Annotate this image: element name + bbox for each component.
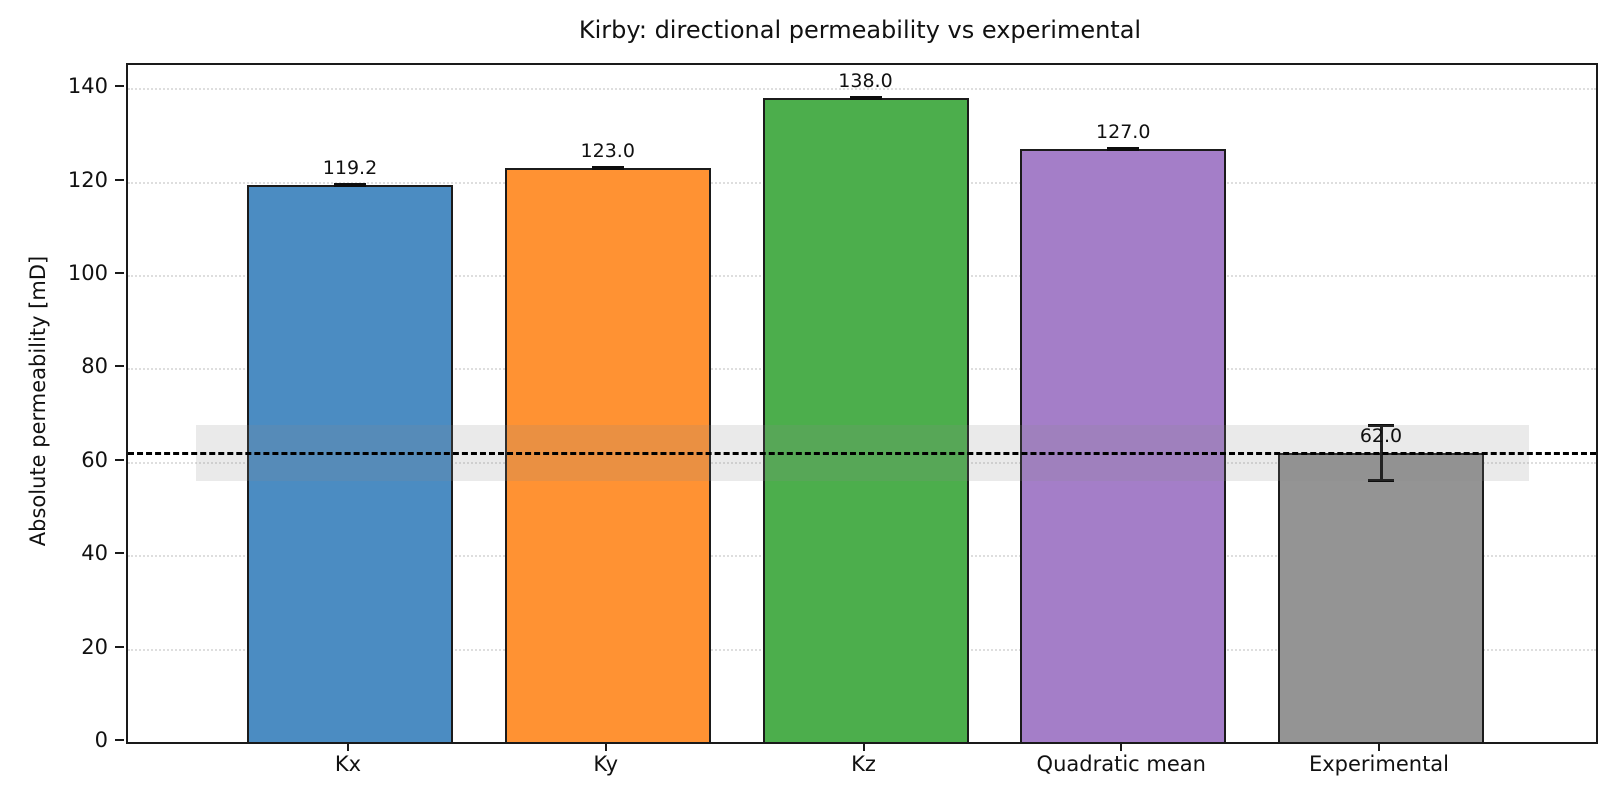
- gridline-140: [128, 88, 1596, 91]
- bar-Experimental: [1278, 452, 1484, 742]
- x-tick-label-Kx: Kx: [334, 752, 362, 776]
- y-tick-label: 0: [94, 728, 108, 752]
- bar-value-label: 138.0: [838, 69, 893, 92]
- error-bar-cap-bottom: [1368, 478, 1394, 482]
- y-tick-label: 20: [81, 634, 108, 659]
- x-tick-mark: [862, 742, 865, 751]
- y-tick-mark: [115, 645, 124, 648]
- y-tick-mark: [115, 272, 124, 275]
- error-bar-cap-zero: [334, 183, 366, 188]
- y-tick-label: 140: [67, 74, 108, 99]
- error-bar-cap-top: [1368, 423, 1394, 427]
- bar-value-label: 62.0: [1359, 424, 1403, 447]
- x-tick-mark: [1378, 742, 1380, 751]
- y-tick-label: 80: [81, 354, 108, 379]
- y-tick-mark: [115, 178, 124, 181]
- experimental-reference-line: [128, 451, 1596, 455]
- y-tick-label: 60: [81, 447, 108, 472]
- x-tick-mark: [347, 742, 349, 751]
- bar-value-label: 119.2: [322, 157, 378, 180]
- y-tick-mark: [115, 552, 124, 555]
- y-axis-label: Absolute permeability [mD]: [26, 255, 50, 547]
- bar-value-label: 127.0: [1096, 121, 1151, 144]
- x-tick-label-Kz: Kz: [851, 752, 876, 776]
- y-tick-mark: [115, 739, 124, 741]
- x-tick-mark: [604, 742, 607, 751]
- bar-Kz: [762, 97, 969, 742]
- y-tick-mark: [115, 85, 124, 88]
- x-tick-mark: [1120, 742, 1123, 751]
- y-tick-mark: [115, 365, 124, 368]
- error-bar-cap-zero: [591, 165, 624, 170]
- error-bar-cap-zero: [1107, 147, 1140, 152]
- bar-Ky: [504, 167, 711, 742]
- y-tick-mark: [115, 458, 124, 461]
- bar-Quadratic mean: [1020, 149, 1227, 742]
- bar-Kx: [247, 185, 453, 742]
- bar-value-label: 123.0: [580, 139, 635, 162]
- x-tick-label-Experimental: Experimental: [1308, 752, 1450, 776]
- y-tick-label: 40: [81, 541, 108, 566]
- plot-area: 119.2 123.0 138.0 127.0 62.0: [126, 63, 1598, 744]
- chart-title: Kirby: directional permeability vs exper…: [578, 16, 1142, 44]
- error-bar-cap-zero: [849, 95, 882, 100]
- x-tick-label-Ky: Ky: [593, 752, 619, 776]
- x-tick-label-Quadratic mean: Quadratic mean: [1036, 752, 1206, 776]
- y-tick-label: 100: [67, 261, 108, 286]
- y-tick-label: 120: [67, 167, 108, 192]
